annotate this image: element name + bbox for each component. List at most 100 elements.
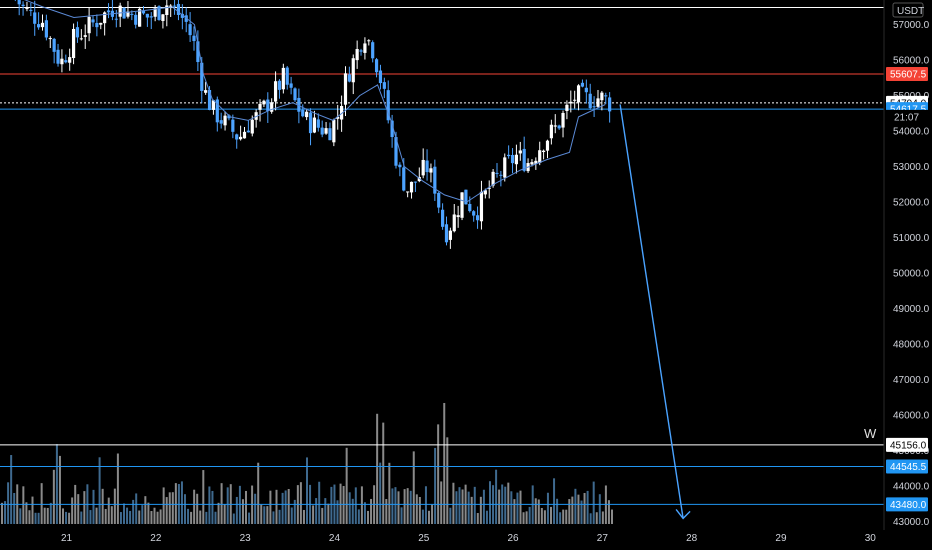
candle-body [371, 42, 375, 59]
candle-body [68, 57, 72, 63]
candle-body [192, 35, 196, 42]
volume-bar [217, 502, 220, 524]
volume-bar [412, 451, 415, 524]
volume-bar [388, 462, 391, 524]
volume-bar [190, 511, 193, 524]
candle-body [378, 70, 383, 84]
volume-bar [452, 482, 455, 524]
volume-bar [559, 512, 562, 524]
candle-body [363, 43, 367, 53]
volume-bar [357, 509, 360, 524]
volume-bar [245, 490, 247, 524]
volume-bar [324, 498, 327, 524]
candle-body [79, 38, 83, 40]
volume-bar [568, 499, 571, 524]
volume-bar [95, 507, 98, 524]
volume-bar [351, 498, 354, 524]
candle-body [227, 115, 231, 119]
volume-bar [80, 511, 83, 524]
volume-bar [473, 486, 476, 524]
volume-bar [583, 492, 586, 524]
volume-bar [238, 485, 241, 524]
projection-arrow[interactable] [619, 104, 691, 520]
candle-body [390, 120, 394, 138]
volume-bar [113, 488, 116, 524]
volume-bar [269, 490, 272, 524]
volume-bar [562, 509, 565, 524]
volume-bar [223, 504, 226, 524]
volume-bar [513, 499, 516, 524]
candle-body [29, 9, 33, 11]
candle-body [503, 157, 507, 178]
volume-bar [275, 489, 278, 524]
volume-bar [348, 492, 351, 524]
candle-body [514, 154, 519, 165]
candle-body [169, 5, 173, 7]
candle-body [409, 181, 414, 193]
ma-line [24, 0, 606, 203]
arrow-head [675, 508, 691, 520]
volume-bar [71, 497, 74, 524]
candle-body [600, 92, 604, 101]
candle-body [347, 74, 351, 82]
volume-bar [598, 494, 601, 524]
volume-bar [461, 489, 464, 524]
candle-body [157, 6, 161, 20]
volume-bar [104, 508, 107, 524]
volume-bar [321, 507, 324, 524]
candle-body [538, 150, 542, 163]
candle-body [596, 98, 600, 107]
volume-bar [226, 487, 229, 524]
volume-bar [482, 489, 485, 524]
candle-body [565, 104, 569, 111]
candle-body [277, 80, 282, 90]
candle-body [491, 171, 495, 186]
candle-body [584, 87, 588, 93]
candle-body [604, 95, 608, 97]
volume-bar [424, 486, 427, 524]
candle-body [576, 85, 581, 103]
volume-bar [144, 496, 147, 524]
countdown-label: 21:07 [894, 112, 919, 123]
volume-bar [141, 505, 144, 524]
candle-body [114, 18, 118, 20]
time-axis[interactable]: 21 22 23 24 25 26 27 28 29 30 [61, 533, 876, 544]
candle-body [87, 16, 91, 34]
volume-bar [150, 511, 153, 524]
candle-body [557, 125, 561, 129]
candle-body [103, 12, 107, 24]
y-tick-label: 48000.0 [893, 339, 930, 350]
price-tag-bg [886, 437, 928, 452]
volume-bar [345, 447, 348, 524]
candle-body [180, 13, 184, 18]
volume-bar [437, 424, 440, 524]
candle-body [417, 176, 421, 182]
volume-bar [147, 502, 150, 524]
candle-body [573, 99, 577, 101]
volume-bar [19, 508, 22, 524]
volume-bar [504, 486, 507, 524]
volume-bar [180, 481, 183, 524]
horizontal-levels[interactable] [0, 7, 884, 505]
volume-bar [354, 487, 357, 524]
y-tick-label: 57000.0 [893, 20, 930, 31]
volume-bar [22, 486, 25, 524]
y-tick-label: 50000.0 [893, 269, 930, 280]
volume-bar [92, 489, 95, 524]
candle-body [134, 14, 138, 25]
candle-body [367, 40, 371, 42]
candle-body [289, 83, 293, 88]
volume-bar [449, 507, 452, 524]
volume-bar [34, 512, 37, 524]
level-marker-w: W [864, 426, 877, 441]
y-tick-label: 53000.0 [893, 162, 930, 173]
candle-body [273, 81, 278, 102]
volume-bar [522, 512, 525, 524]
candle-body [468, 204, 472, 212]
volume-bar [266, 506, 269, 524]
candle-body [608, 97, 612, 112]
volume-bar [272, 511, 275, 524]
candle-body [460, 192, 464, 218]
volume-bar [68, 512, 71, 524]
